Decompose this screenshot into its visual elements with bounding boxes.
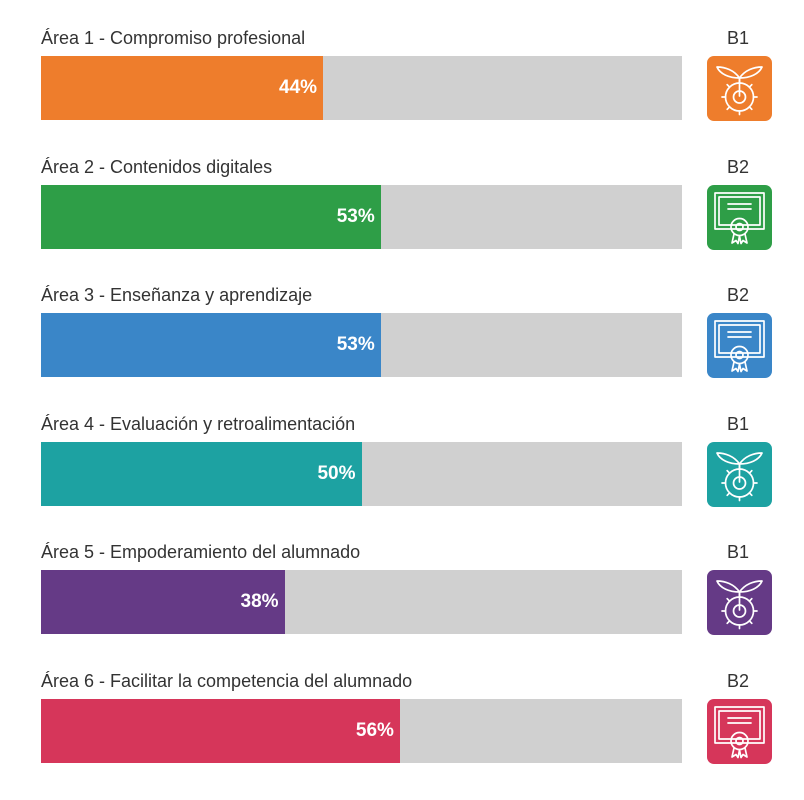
level-badge: [707, 56, 772, 121]
level-label: B1: [726, 28, 750, 48]
value-label: 50%: [317, 462, 356, 484]
bar-track: 56%: [41, 698, 682, 763]
bar-track: 53%: [41, 313, 682, 377]
bar-fill: 53%: [41, 313, 381, 377]
value-label: 44%: [279, 77, 318, 98]
level-badge: [707, 313, 772, 378]
area-row: Área 5 - Empoderamiento del alumnado B1 38…: [0, 514, 804, 642]
level-badge: [707, 184, 772, 250]
bar-fill: 53%: [41, 184, 381, 249]
area-label: Área 2 - Contenidos digitales: [41, 156, 273, 177]
area-label: Área 6 - Facilitar la competencia del al…: [41, 670, 413, 691]
bar-track: 38%: [41, 570, 682, 634]
value-label: 56%: [355, 719, 394, 741]
area-row: Área 3 - Enseñanza y aprendizaje B2 53%: [0, 257, 804, 385]
bar-fill: 50%: [41, 441, 362, 506]
area-row: Área 6 - Facilitar la competencia del al…: [0, 643, 804, 771]
level-label: B1: [726, 542, 750, 562]
area-row: Área 4 - Evaluación y retroalimentación B…: [0, 386, 804, 514]
bar-fill: 38%: [41, 570, 285, 634]
level-label: B2: [726, 670, 750, 691]
area-label: Área 5 - Empoderamiento del alumnado: [41, 542, 361, 562]
level-label: B2: [726, 285, 750, 305]
bar-fill: 44%: [41, 56, 324, 120]
bar-fill: 56%: [41, 698, 400, 763]
value-label: 38%: [240, 591, 279, 612]
bar-track: 50%: [41, 441, 682, 506]
bar-track: 44%: [41, 56, 682, 120]
level-badge: [707, 698, 772, 764]
area-row: Área 1 - Compromiso profesional B1 44%: [0, 0, 804, 128]
level-badge: [707, 441, 772, 507]
value-label: 53%: [336, 205, 375, 227]
area-label: Área 1 - Compromiso profesional: [41, 28, 306, 48]
bar-track: 53%: [41, 184, 682, 249]
area-label: Área 3 - Enseñanza y aprendizaje: [41, 285, 313, 305]
level-badge: [707, 570, 772, 635]
level-label: B1: [726, 413, 750, 434]
area-row: Área 2 - Contenidos digitales B2 53%: [0, 129, 804, 257]
area-label: Área 4 - Evaluación y retroalimentación: [41, 413, 356, 434]
level-label: B2: [726, 156, 750, 177]
value-label: 53%: [336, 334, 375, 355]
